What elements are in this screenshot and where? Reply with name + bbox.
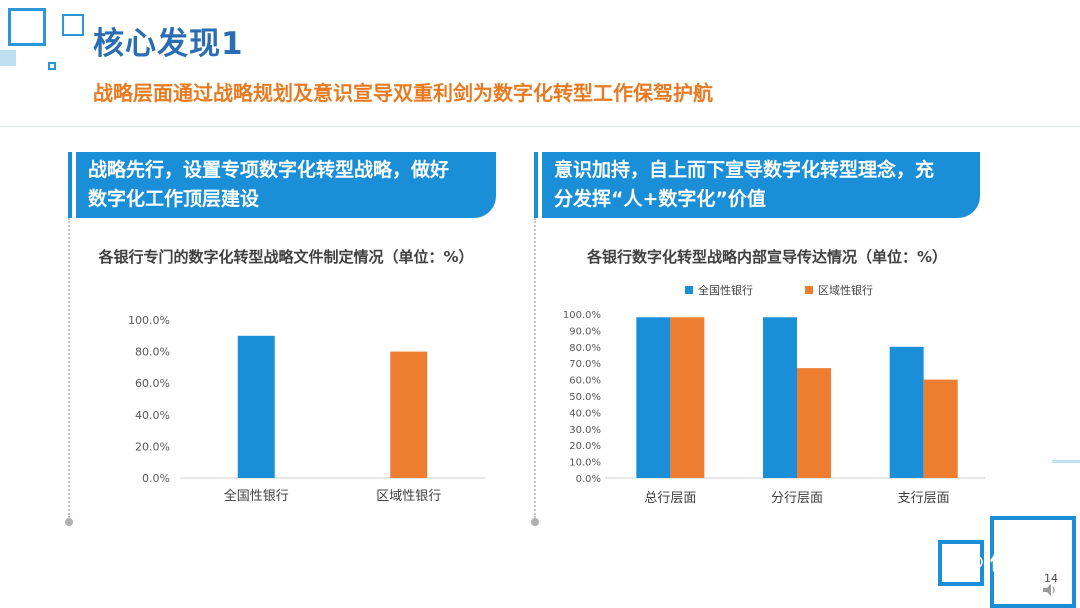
right-panel-header-line1: 意识加持，自上而下宣导数字化转型理念，充 bbox=[554, 159, 935, 181]
corner-square-filled bbox=[0, 50, 16, 66]
right-panel-accent bbox=[534, 152, 538, 218]
slide-subtitle: 战略层面通过战略规划及意识宣导双重利剑为数字化转型工作保驾护航 bbox=[93, 81, 713, 105]
chart1-title: 各银行专门的数字化转型战略文件制定情况（单位：%） bbox=[98, 248, 474, 266]
right-panel-dotted-line bbox=[531, 218, 539, 526]
chart1-xtick-label: 全国性银行 bbox=[224, 488, 289, 504]
chart2-ytick-label: 90.0% bbox=[569, 326, 601, 337]
chart1-bar-2 bbox=[390, 351, 428, 478]
chart2-xtick-label: 支行层面 bbox=[898, 491, 950, 506]
watermark-text: 侠说 bbox=[990, 550, 1030, 574]
chart2-ytick-label: 30.0% bbox=[569, 425, 601, 436]
corner-square-outline-small bbox=[62, 14, 84, 36]
slide-title: 核心发现1 bbox=[93, 26, 244, 62]
chart2-bar-national-1 bbox=[636, 317, 671, 478]
chart2-bar-national-2 bbox=[763, 317, 797, 478]
chart1-xtick-label: 区域性银行 bbox=[376, 489, 441, 504]
corner-line-right bbox=[1052, 460, 1080, 463]
corner-square-dot bbox=[48, 62, 56, 70]
chart1-ytick-label: 20.0% bbox=[135, 440, 170, 453]
chart2-xtick-label: 分行层面 bbox=[771, 491, 823, 506]
chart1-ytick-label: 0.0% bbox=[142, 472, 170, 485]
chart2-title: 各银行数字化转型战略内部宣导传达情况（单位：%） bbox=[586, 248, 948, 266]
chart2-bar-regional-1 bbox=[670, 317, 705, 478]
chart2-xtick-label: 总行层面 bbox=[644, 491, 696, 506]
chart2-ytick-label: 70.0% bbox=[569, 359, 601, 370]
right-panel-header: 意识加持，自上而下宣导数字化转型理念，充 分发挥“人+数字化”价值 bbox=[534, 152, 980, 218]
chart1-ytick-label: 60.0% bbox=[135, 377, 170, 390]
chart1-ytick-label: 80.0% bbox=[135, 346, 170, 359]
chart2-ytick-label: 60.0% bbox=[569, 376, 601, 387]
chart2-ytick-label: 0.0% bbox=[576, 474, 601, 485]
wechat-icon bbox=[955, 548, 983, 570]
left-panel-header-line1: 战略先行，设置专项数字化转型战略，做好 bbox=[88, 159, 450, 181]
chart2-ytick-label: 40.0% bbox=[569, 408, 601, 419]
chart2-legend-label: 全国性银行 bbox=[698, 283, 753, 297]
page-number: 14 bbox=[1044, 572, 1058, 585]
chart2-ytick-label: 80.0% bbox=[569, 343, 601, 354]
chart1-ytick-label: 100.0% bbox=[128, 314, 170, 327]
chart2-legend-swatch-1 bbox=[685, 286, 693, 294]
chart1-svg: 0.0% 20.0% 40.0% 60.0% 80.0% 100.0% 全国性银行 区域性银行 bbox=[128, 314, 485, 504]
chart2-ytick-label: 100.0% bbox=[563, 310, 601, 321]
left-panel-accent bbox=[68, 152, 72, 218]
chart2-legend-label: 区域性银行 bbox=[818, 283, 873, 297]
chart2-bar-regional-3 bbox=[923, 379, 958, 478]
chart1-bar-1 bbox=[237, 335, 275, 478]
chart2-svg: 全国性银行 区域性银行 0.0% 10.0% 20.0% 30.0% 40.0% 50.0% 6… bbox=[563, 283, 985, 506]
corner-square-bottom-large bbox=[990, 516, 1076, 608]
chart1-ytick-label: 40.0% bbox=[135, 409, 170, 422]
chart2-ytick-label: 20.0% bbox=[569, 441, 601, 452]
chart2-legend-swatch-2 bbox=[805, 286, 813, 294]
chart2-ytick-label: 10.0% bbox=[569, 458, 601, 469]
left-panel-header-line2: 数字化工作顶层建设 bbox=[88, 188, 260, 210]
header-divider bbox=[0, 126, 1080, 127]
corner-square-outline-large bbox=[8, 8, 46, 46]
speaker-icon bbox=[1042, 582, 1058, 596]
chart2-bar-regional-2 bbox=[797, 368, 831, 478]
chart2-ytick-label: 50.0% bbox=[569, 392, 601, 403]
right-panel-header-line2: 分发挥“人+数字化”价值 bbox=[554, 188, 766, 210]
chart2-bar-national-3 bbox=[889, 346, 924, 478]
left-panel-dotted-line bbox=[65, 218, 73, 526]
left-panel-header: 战略先行，设置专项数字化转型战略，做好 数字化工作顶层建设 bbox=[68, 152, 496, 218]
